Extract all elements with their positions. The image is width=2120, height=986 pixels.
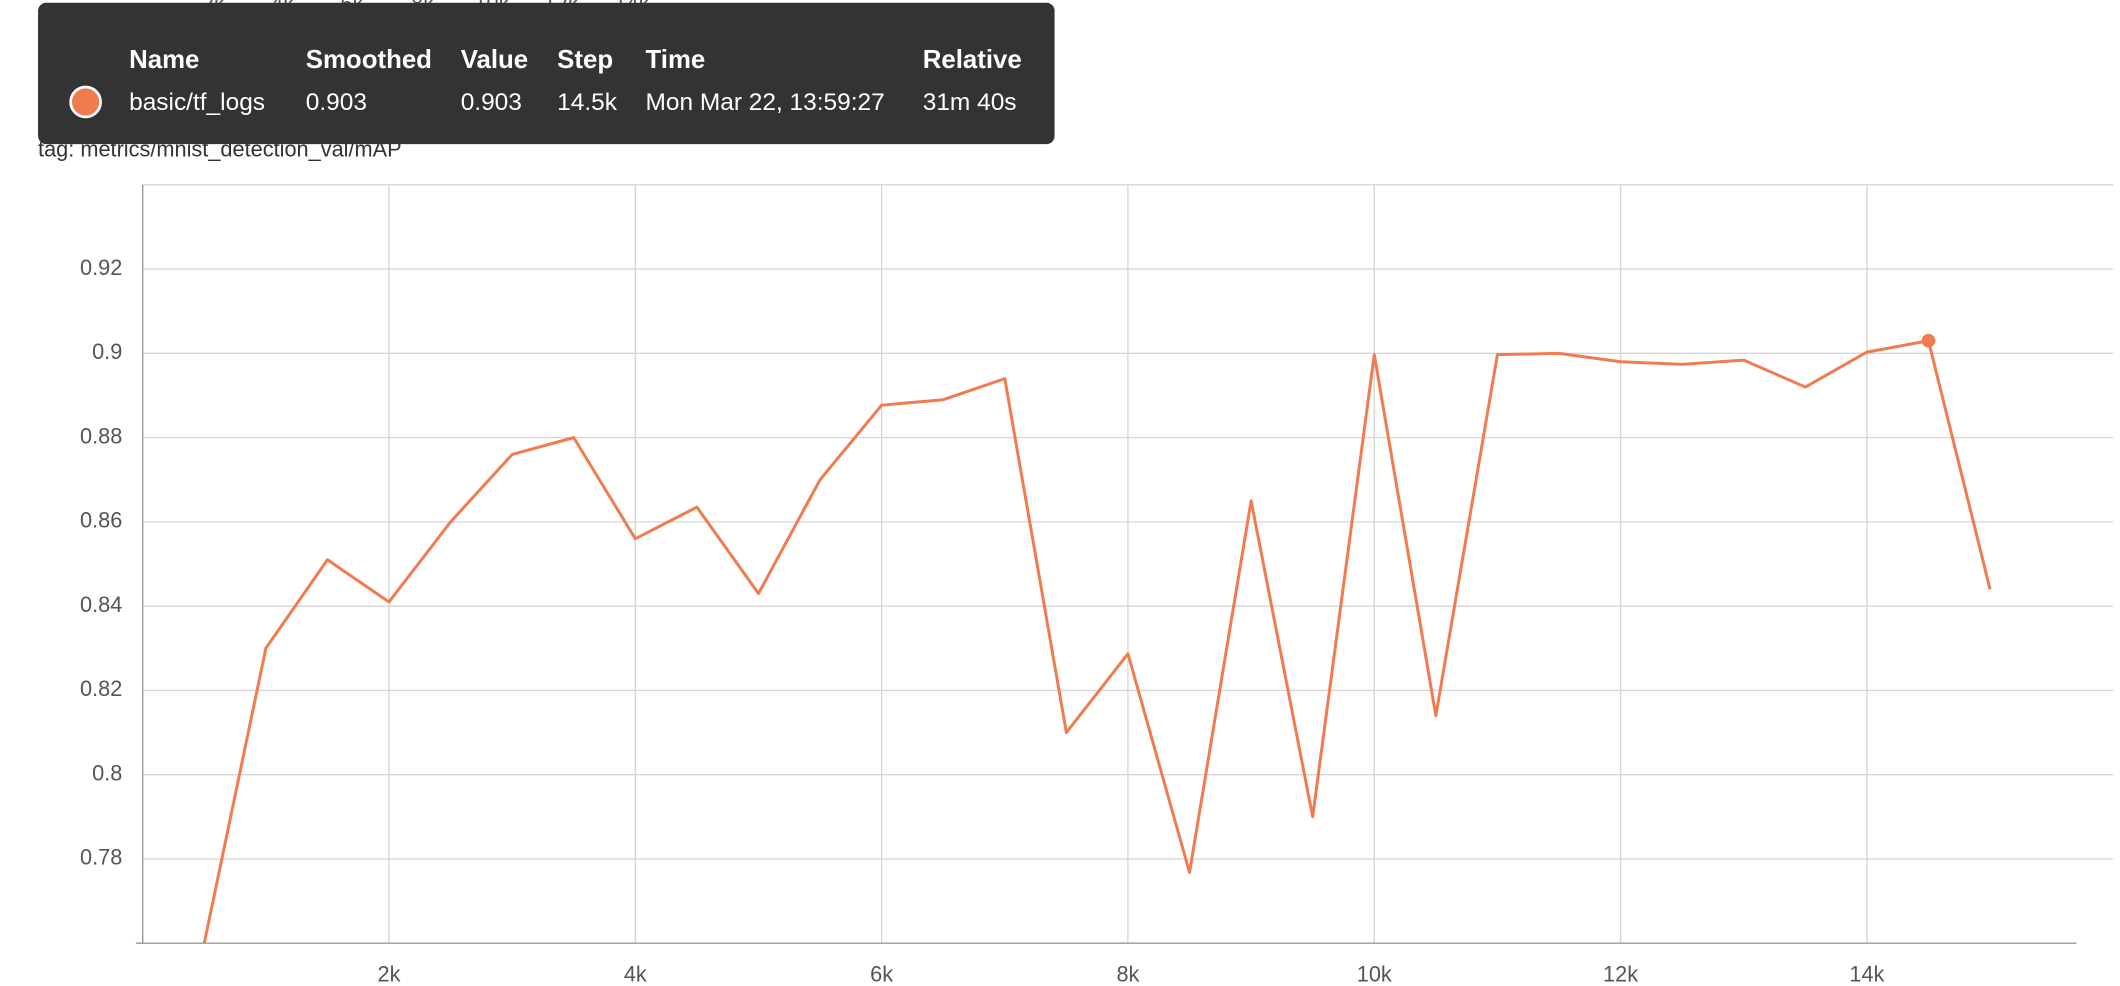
y-tick-label: 0.9 <box>92 339 122 364</box>
plot: 0.78 0.8 0.82 0.84 0.86 0.88 0.9 0.92 2k 4k 6k 8k 10… <box>80 184 2114 986</box>
y-tick-label: 0.88 <box>80 423 122 448</box>
x-tick-label: 14k <box>1849 962 1884 986</box>
tooltip-header: Step <box>557 46 613 74</box>
y-tick-label: 0.84 <box>80 592 122 617</box>
tooltip-header: Name <box>129 46 199 74</box>
tooltip-header: Smoothed <box>306 46 432 74</box>
data-line <box>202 339 1992 944</box>
x-tick-label: 8k <box>1116 962 1139 986</box>
y-tick-label: 0.92 <box>80 255 122 280</box>
tooltip-cell: 0.903 <box>306 89 367 116</box>
tooltip: Name Smoothed Value Step Time Relative basic/t… <box>38 2 1055 145</box>
y-tick-label: 0.86 <box>80 508 122 533</box>
y-tick-label: 0.8 <box>92 760 122 785</box>
tooltip-header: Time <box>646 46 706 74</box>
x-tick-label: 2k <box>378 962 401 986</box>
x-tick-label: 12k <box>1603 962 1638 986</box>
x-tick-label: 10k <box>1357 962 1392 986</box>
tooltip-header: Value <box>461 46 528 74</box>
y-tick-label: 0.82 <box>80 676 122 701</box>
x-tick-label: 6k <box>870 962 893 986</box>
tooltip-background <box>38 2 1055 145</box>
tooltip-cell: basic/tf_logs <box>129 89 265 116</box>
highlight-point <box>1921 333 1936 348</box>
x-tick-label: 4k <box>624 962 647 986</box>
tooltip-header: Relative <box>923 46 1022 74</box>
legend-swatch <box>69 85 102 119</box>
tooltip-cell: 31m 40s <box>923 89 1017 116</box>
tooltip-cell: 14.5k <box>557 89 618 116</box>
y-tick-label: 0.78 <box>80 845 122 870</box>
tooltip-cell: Mon Mar 22, 13:59:27 <box>646 89 885 116</box>
tooltip-cell: 0.903 <box>461 89 522 116</box>
